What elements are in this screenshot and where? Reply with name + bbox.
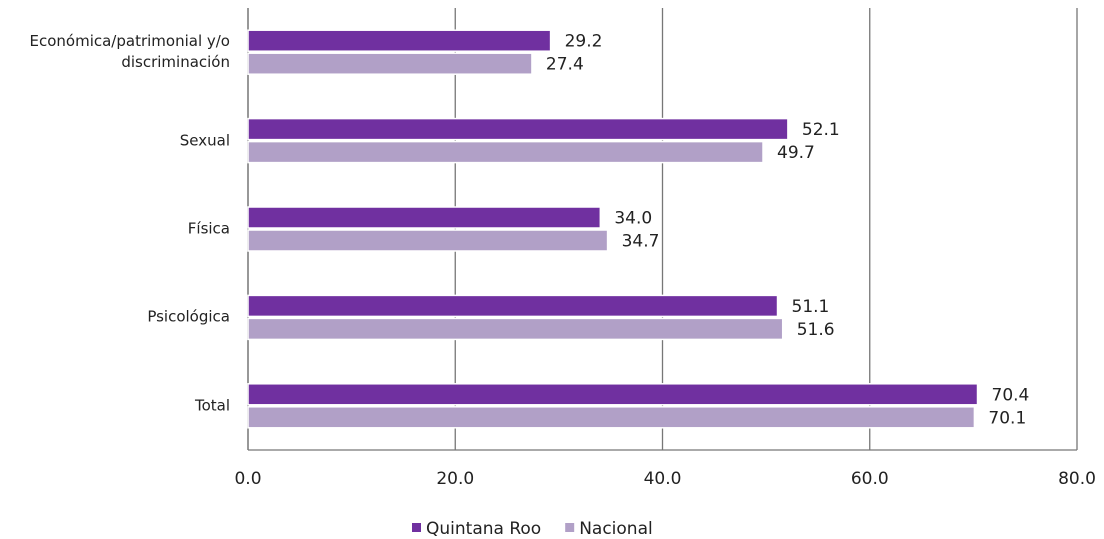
data-label: 52.1 xyxy=(802,120,840,140)
bar xyxy=(247,406,976,429)
bar xyxy=(247,294,779,318)
data-label: 34.0 xyxy=(614,209,652,229)
legend-swatch xyxy=(412,523,421,532)
x-tick-label: 80.0 xyxy=(1058,469,1096,489)
x-tick-label: 20.0 xyxy=(436,469,474,489)
data-label: 51.1 xyxy=(792,297,830,317)
data-label: 49.7 xyxy=(777,143,815,163)
bar xyxy=(247,117,789,141)
bar xyxy=(247,29,552,52)
data-label: 70.1 xyxy=(988,408,1026,428)
x-tick-label: 40.0 xyxy=(644,469,682,489)
y-tick-label: Psicológica xyxy=(147,307,230,326)
legend-swatch xyxy=(565,523,575,532)
data-label: 34.7 xyxy=(622,232,660,252)
y-tick-label: Total xyxy=(194,396,230,415)
bar xyxy=(247,206,602,229)
y-tick-label: Sexual xyxy=(179,131,230,150)
bar xyxy=(247,52,533,75)
bar xyxy=(247,140,764,164)
y-tick-label: Física xyxy=(187,219,230,238)
legend-label: Quintana Roo xyxy=(426,519,541,539)
data-label: 27.4 xyxy=(546,55,584,75)
data-label: 29.2 xyxy=(565,32,603,52)
data-label: 51.6 xyxy=(797,320,835,340)
x-tick-label: 60.0 xyxy=(851,469,889,489)
bar xyxy=(247,229,609,252)
y-tick-label: Económica/patrimonial y/o discriminación xyxy=(29,32,231,72)
bar xyxy=(247,383,979,406)
legend-label: Nacional xyxy=(579,519,653,539)
bar xyxy=(247,317,784,341)
x-tick-label: 0.0 xyxy=(234,469,261,489)
data-label: 70.4 xyxy=(992,385,1030,405)
